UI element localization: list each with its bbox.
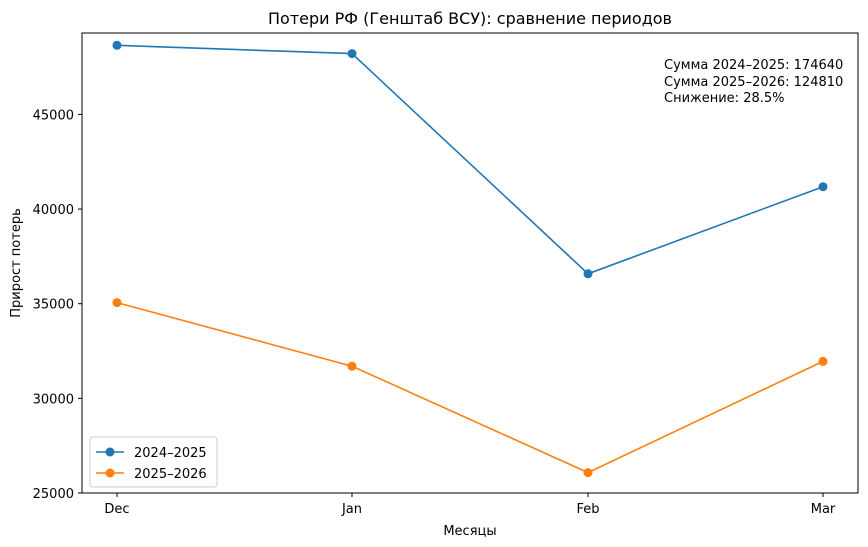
legend-label: 2024–2025: [134, 446, 207, 461]
annotation-line: Сумма 2024–2025: 174640: [664, 58, 843, 73]
summary-annotation: Сумма 2024–2025: 174640 Сумма 2025–2026:…: [664, 58, 843, 106]
plot-area: [81, 32, 859, 494]
plot-frame: [81, 32, 859, 494]
y-axis-label: Прирост потерь: [9, 208, 24, 317]
series-layer: [112, 40, 828, 478]
x-axis-label: Месяцы: [443, 524, 496, 539]
data-point: [347, 361, 357, 371]
y-tick-label: 25000: [33, 487, 74, 502]
annotation-line: Сумма 2025–2026: 124810: [664, 75, 843, 90]
x-tick-label: Feb: [576, 502, 599, 517]
y-axis: 25000 30000 35000 40000 45000: [33, 108, 82, 502]
x-tick-label: Dec: [104, 502, 129, 517]
legend-swatch-marker: [105, 447, 115, 457]
data-point: [818, 356, 828, 366]
y-tick-label: 45000: [33, 108, 74, 123]
data-point: [347, 49, 357, 59]
y-tick-label: 40000: [33, 203, 74, 218]
data-point: [112, 298, 122, 308]
data-point: [818, 182, 828, 192]
x-axis: Dec Jan Feb Mar: [104, 493, 836, 517]
x-tick-label: Mar: [811, 502, 836, 517]
data-point: [112, 40, 122, 50]
chart-title: Потери РФ (Генштаб ВСУ): сравнение перио…: [268, 9, 672, 28]
y-tick-label: 35000: [33, 298, 74, 313]
y-tick-label: 30000: [33, 392, 74, 407]
annotation-line: Снижение: 28.5%: [664, 91, 785, 106]
series-line-2: [116, 301, 824, 474]
data-point: [583, 468, 593, 478]
legend-swatch-marker: [105, 468, 115, 478]
x-tick-label: Jan: [341, 502, 362, 517]
legend: 2024–2025 2025–2026: [89, 436, 218, 488]
legend-box: [89, 436, 218, 488]
legend-label: 2025–2026: [134, 467, 207, 482]
data-point: [583, 269, 593, 279]
series-line-1: [116, 44, 824, 275]
